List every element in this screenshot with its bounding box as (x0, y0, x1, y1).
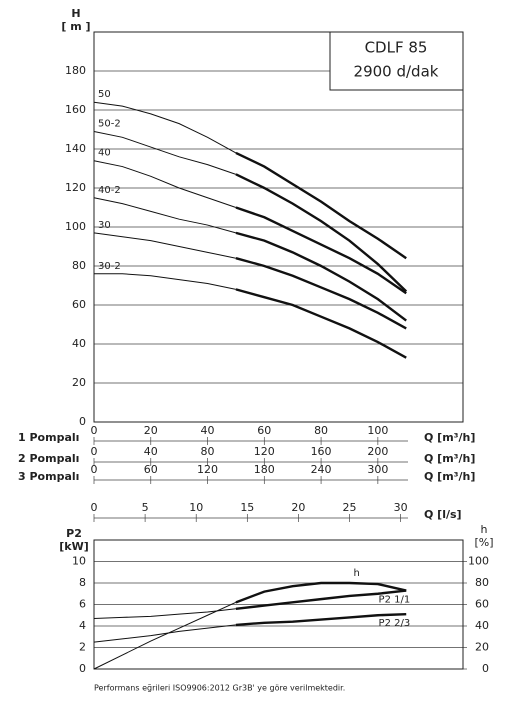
y2-tick-label: 0 (482, 662, 489, 675)
y-tick-label: 60 (72, 298, 86, 311)
x-tick-label: 120 (254, 445, 275, 458)
chart-title: CDLF 85 (365, 39, 428, 57)
y-axis-unit: [kW] (59, 540, 89, 553)
series-label: h (353, 568, 359, 579)
series-label: 40 (98, 148, 111, 159)
plot-frame (93, 31, 464, 423)
y-tick-label: 20 (72, 376, 86, 389)
y2-axis-unit: [%] (474, 536, 493, 549)
y-tick-label: 2 (79, 641, 86, 654)
series-label: 30-2 (98, 261, 121, 272)
curve (235, 173, 408, 293)
y-tick-label: 0 (79, 662, 86, 675)
axis-row-name: 1 Pompalı (18, 431, 79, 444)
curve (235, 288, 407, 359)
curve (235, 581, 407, 604)
x-tick-label: 60 (257, 424, 271, 437)
y-tick-label: 160 (65, 103, 86, 116)
x-tick-label: 80 (201, 445, 215, 458)
curve (93, 101, 237, 154)
y-tick-label: 4 (79, 619, 86, 632)
curve (93, 601, 237, 670)
curve (235, 589, 407, 610)
x-tick-label: 200 (367, 445, 388, 458)
x-tick-label: 40 (144, 445, 158, 458)
y2-tick-label: 20 (475, 641, 489, 654)
x-tick-label: 20 (144, 424, 158, 437)
series-label: 50 (98, 89, 111, 100)
x-tick-label: 100 (367, 424, 388, 437)
x-tick-label: 80 (314, 424, 328, 437)
y2-axis-label: h (481, 523, 488, 536)
series-label: 50-2 (98, 118, 121, 129)
curve (94, 273, 237, 290)
curve (235, 151, 407, 260)
x-tick-label: 10 (189, 501, 203, 514)
curve (93, 197, 237, 234)
y-tick-label: 180 (65, 64, 86, 77)
footer-note: Performans eğrileri ISO9906:2012 Gr3B' y… (94, 684, 345, 693)
curve (93, 160, 237, 208)
curve (93, 232, 237, 259)
x-tick-label: 15 (240, 501, 254, 514)
y-tick-label: 0 (79, 415, 86, 428)
x-tick-label: 60 (144, 463, 158, 476)
x-tick-label: 0 (91, 501, 98, 514)
curve (93, 624, 236, 643)
y-tick-label: 40 (72, 337, 86, 350)
x-tick-label: 40 (201, 424, 215, 437)
x-tick-label: 5 (142, 501, 149, 514)
curve (235, 612, 407, 627)
y-tick-label: 100 (65, 220, 86, 233)
axis-unit: Q [l/s] (424, 508, 462, 521)
curve (235, 206, 407, 295)
y-tick-label: 8 (79, 576, 86, 589)
y-tick-label: 6 (79, 598, 86, 611)
y-tick-label: 80 (72, 259, 86, 272)
info-box (329, 31, 464, 91)
series-label: P2 1/1 (379, 595, 411, 606)
y-axis-label: P2 (66, 527, 82, 540)
y2-tick-label: 60 (475, 598, 489, 611)
x-tick-label: 25 (343, 501, 357, 514)
y-tick-label: 120 (65, 181, 86, 194)
y2-tick-label: 40 (475, 619, 489, 632)
x-tick-label: 240 (311, 463, 332, 476)
curve (93, 608, 236, 619)
x-tick-label: 20 (291, 501, 305, 514)
y-tick-label: 10 (72, 555, 86, 568)
axis-row-name: 2 Pompalı (18, 452, 79, 465)
x-tick-label: 0 (91, 424, 98, 437)
chart-subtitle: 2900 d/dak (354, 63, 439, 81)
y2-tick-label: 80 (475, 576, 489, 589)
curve (93, 130, 237, 175)
plot-frame (93, 539, 464, 670)
x-tick-label: 0 (91, 445, 98, 458)
curve (235, 231, 407, 322)
x-tick-label: 0 (91, 463, 98, 476)
x-tick-label: 300 (367, 463, 388, 476)
axis-unit: Q [m³/h] (424, 470, 475, 483)
curve (235, 257, 407, 330)
series-label: 30 (98, 220, 111, 231)
x-tick-label: 120 (197, 463, 218, 476)
x-tick-label: 30 (394, 501, 408, 514)
axis-unit: Q [m³/h] (424, 431, 475, 444)
axis-unit: Q [m³/h] (424, 452, 475, 465)
series-label: P2 2/3 (379, 618, 411, 629)
y-axis-unit: [ m ] (61, 20, 90, 33)
x-tick-label: 180 (254, 463, 275, 476)
series-label: 40-2 (98, 185, 121, 196)
y-axis-label: H (71, 7, 80, 20)
y2-tick-label: 100 (468, 555, 489, 568)
x-tick-label: 160 (311, 445, 332, 458)
y-tick-label: 140 (65, 142, 86, 155)
axis-row-name: 3 Pompalı (18, 470, 79, 483)
